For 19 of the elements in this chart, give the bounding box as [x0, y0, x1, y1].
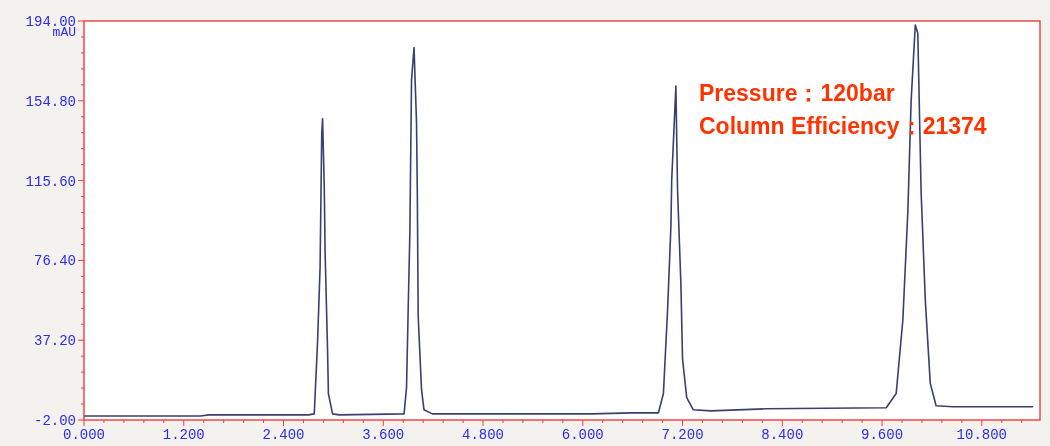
x-tick-label: 7.200 [661, 427, 704, 443]
annotation: Column Efficiency：21374 [699, 113, 987, 139]
y-tick-label: -2.00 [33, 413, 76, 429]
y-tick-label: 115.60 [25, 173, 76, 190]
annotation: Pressure：120bar [699, 80, 895, 106]
x-tick-label: 1.200 [162, 427, 205, 443]
x-tick-label: 8.400 [761, 427, 804, 443]
x-tick-label: 0.000 [62, 427, 106, 443]
line-series [83, 24, 1034, 417]
x-tick-label: 6.000 [561, 427, 604, 443]
y-axis-title: mAU [52, 25, 76, 40]
y-tick-label: 37.20 [33, 333, 76, 350]
x-tick-label: 9.600 [861, 427, 904, 443]
y-tick-label: 76.40 [33, 253, 76, 270]
y-tick-label: 154.80 [25, 93, 76, 110]
x-tick-label: 2.400 [262, 427, 305, 443]
x-tick-label: 10.800 [956, 427, 1008, 443]
x-tick-label: 3.600 [362, 427, 405, 443]
x-tick-label: 4.800 [462, 427, 505, 443]
